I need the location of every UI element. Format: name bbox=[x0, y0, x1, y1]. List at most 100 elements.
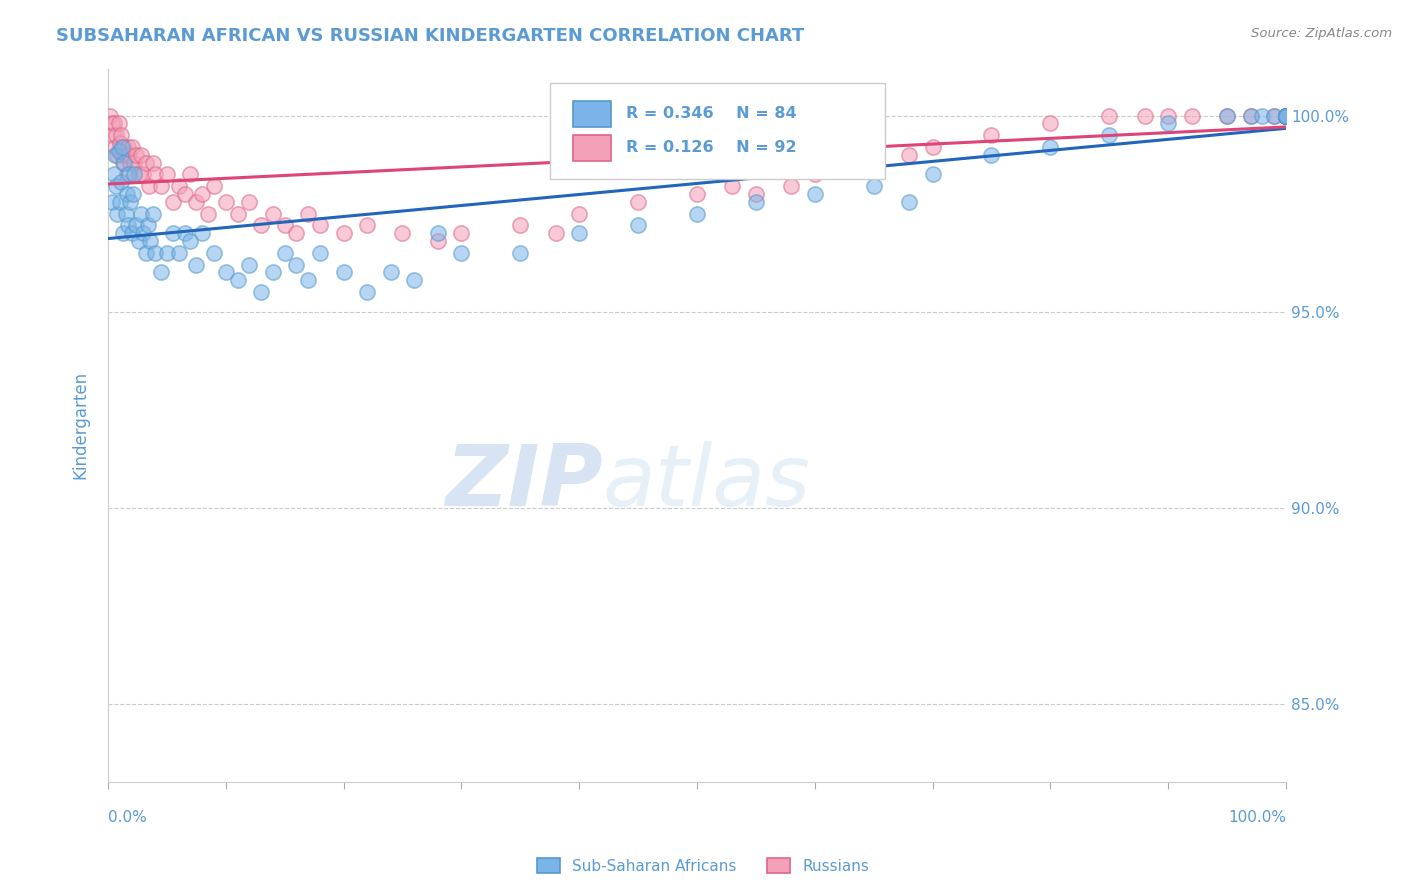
Point bbox=[273, 245, 295, 260]
Point bbox=[686, 186, 709, 201]
Point bbox=[1275, 109, 1298, 123]
Point bbox=[173, 226, 195, 240]
Point bbox=[107, 148, 129, 162]
Point bbox=[250, 285, 273, 299]
Point bbox=[1039, 116, 1062, 130]
Point bbox=[156, 245, 179, 260]
Point bbox=[115, 186, 138, 201]
Point bbox=[1275, 109, 1298, 123]
Point bbox=[150, 265, 173, 279]
Point bbox=[138, 179, 160, 194]
Point bbox=[111, 148, 134, 162]
Point bbox=[179, 167, 201, 181]
Point bbox=[1275, 109, 1298, 123]
Point bbox=[120, 194, 142, 209]
Point bbox=[179, 234, 201, 248]
Point bbox=[1275, 109, 1298, 123]
Point bbox=[100, 194, 122, 209]
Point bbox=[1275, 109, 1298, 123]
Point bbox=[1275, 109, 1298, 123]
Point bbox=[356, 285, 378, 299]
Point bbox=[1275, 109, 1298, 123]
Text: SUBSAHARAN AFRICAN VS RUSSIAN KINDERGARTEN CORRELATION CHART: SUBSAHARAN AFRICAN VS RUSSIAN KINDERGART… bbox=[56, 27, 804, 45]
Point bbox=[1239, 109, 1261, 123]
Point bbox=[143, 245, 166, 260]
Point bbox=[142, 206, 165, 220]
Point bbox=[1275, 109, 1298, 123]
Point bbox=[143, 167, 166, 181]
Point bbox=[226, 206, 249, 220]
Point bbox=[780, 179, 803, 194]
Point bbox=[162, 194, 184, 209]
Point bbox=[156, 167, 179, 181]
Point bbox=[980, 148, 1002, 162]
Point bbox=[125, 219, 148, 233]
Point bbox=[104, 148, 127, 162]
Point bbox=[1275, 109, 1298, 123]
Point bbox=[1275, 109, 1298, 123]
Point bbox=[568, 206, 591, 220]
Point bbox=[186, 194, 208, 209]
Point bbox=[1275, 109, 1298, 123]
Point bbox=[1275, 109, 1298, 123]
Text: R = 0.126    N = 92: R = 0.126 N = 92 bbox=[626, 139, 797, 154]
Text: 0.0%: 0.0% bbox=[108, 810, 146, 824]
Point bbox=[111, 140, 134, 154]
Point bbox=[1275, 109, 1298, 123]
Point bbox=[121, 140, 143, 154]
Point bbox=[1275, 109, 1298, 123]
Point bbox=[121, 226, 143, 240]
Point bbox=[1239, 109, 1261, 123]
Point bbox=[1098, 109, 1121, 123]
Point bbox=[332, 265, 354, 279]
Point bbox=[120, 155, 142, 169]
Point bbox=[285, 226, 308, 240]
Point bbox=[1039, 140, 1062, 154]
Point bbox=[721, 179, 744, 194]
Point bbox=[112, 155, 135, 169]
Point bbox=[1275, 109, 1298, 123]
Point bbox=[167, 245, 190, 260]
Text: R = 0.346    N = 84: R = 0.346 N = 84 bbox=[626, 106, 797, 121]
Point bbox=[1157, 109, 1180, 123]
Point bbox=[1275, 109, 1298, 123]
Point bbox=[862, 155, 884, 169]
Point bbox=[101, 128, 124, 143]
Point bbox=[1263, 109, 1285, 123]
Point bbox=[238, 194, 260, 209]
Point bbox=[135, 155, 157, 169]
Point bbox=[122, 167, 145, 181]
Point bbox=[103, 167, 125, 181]
Point bbox=[509, 245, 531, 260]
Point bbox=[297, 273, 319, 287]
Point bbox=[110, 175, 132, 189]
Point bbox=[745, 194, 768, 209]
Point bbox=[1275, 109, 1298, 123]
Text: Source: ZipAtlas.com: Source: ZipAtlas.com bbox=[1251, 27, 1392, 40]
Point bbox=[215, 194, 238, 209]
Point bbox=[129, 206, 152, 220]
Point bbox=[426, 234, 449, 248]
Point bbox=[1275, 109, 1298, 123]
Point bbox=[1216, 109, 1239, 123]
Point bbox=[1275, 109, 1298, 123]
Point bbox=[1275, 109, 1298, 123]
Point bbox=[1275, 109, 1298, 123]
Point bbox=[309, 219, 332, 233]
Point bbox=[262, 265, 284, 279]
Point bbox=[745, 186, 768, 201]
Point bbox=[103, 116, 125, 130]
Point bbox=[114, 155, 136, 169]
Point bbox=[107, 206, 129, 220]
Point bbox=[173, 186, 195, 201]
Point bbox=[1275, 109, 1298, 123]
Point bbox=[1133, 109, 1156, 123]
Text: atlas: atlas bbox=[603, 441, 811, 524]
Point bbox=[132, 167, 155, 181]
Point bbox=[1098, 128, 1121, 143]
Point bbox=[1275, 109, 1298, 123]
Point bbox=[226, 273, 249, 287]
Point bbox=[544, 226, 567, 240]
Point bbox=[627, 219, 650, 233]
Point bbox=[273, 219, 295, 233]
